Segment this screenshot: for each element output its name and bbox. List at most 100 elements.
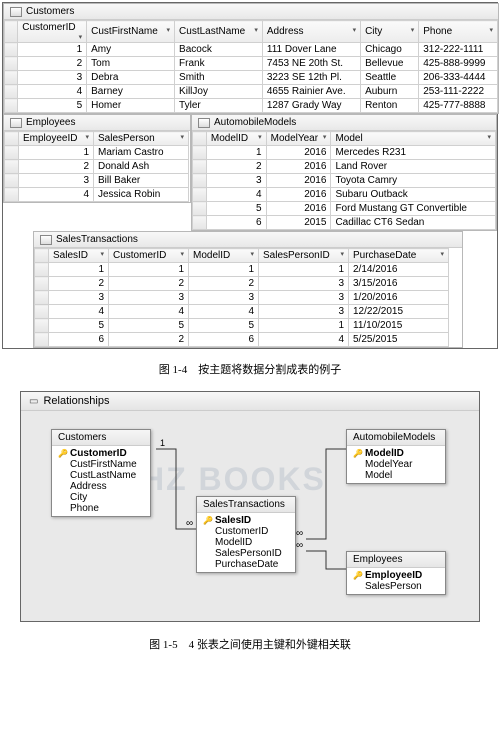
row-selector[interactable]: [193, 160, 207, 174]
column-header[interactable]: PurchaseDate▾: [349, 249, 449, 263]
cell[interactable]: Smith: [175, 71, 263, 85]
cell[interactable]: Land Rover: [331, 160, 496, 174]
cell[interactable]: 2: [18, 57, 87, 71]
cell[interactable]: 4: [49, 305, 109, 319]
table-row[interactable]: 4Jessica Robin: [5, 188, 189, 202]
table-row[interactable]: 33331/20/2016: [35, 291, 449, 305]
table-row[interactable]: 52016Ford Mustang GT Convertible: [193, 202, 496, 216]
entity-field[interactable]: CustomerID: [201, 526, 291, 537]
dropdown-icon[interactable]: ▾: [167, 26, 171, 34]
cell[interactable]: 1: [18, 43, 87, 57]
cell[interactable]: 1: [19, 146, 94, 160]
cell[interactable]: 253-111-2222: [419, 85, 498, 99]
column-header[interactable]: CustFirstName▾: [87, 21, 175, 43]
cell[interactable]: Homer: [87, 99, 175, 113]
entity-field[interactable]: Address: [56, 481, 146, 492]
table-row[interactable]: 62015Cadillac CT6 Sedan: [193, 216, 496, 230]
cell[interactable]: Subaru Outback: [331, 188, 496, 202]
column-header[interactable]: City▾: [361, 21, 419, 43]
cell[interactable]: 425-888-9999: [419, 57, 498, 71]
column-header[interactable]: Model▾: [331, 132, 496, 146]
column-header[interactable]: CustomerID▾: [18, 21, 87, 43]
table-row[interactable]: 2Donald Ash: [5, 160, 189, 174]
row-selector[interactable]: [35, 319, 49, 333]
table-row[interactable]: 5HomerTyler1287 Grady WayRenton425-777-8…: [5, 99, 498, 113]
dropdown-icon[interactable]: ▾: [487, 133, 491, 141]
cell[interactable]: 111 Dover Lane: [262, 43, 360, 57]
cell[interactable]: 1: [206, 146, 266, 160]
cell[interactable]: 6: [189, 333, 259, 347]
table-row[interactable]: 2TomFrank7453 NE 20th St.Bellevue425-888…: [5, 57, 498, 71]
table-row[interactable]: 3Bill Baker: [5, 174, 189, 188]
cell[interactable]: 1: [49, 263, 109, 277]
cell[interactable]: KillJoy: [175, 85, 263, 99]
table-row[interactable]: 62645/25/2015: [35, 333, 449, 347]
cell[interactable]: 5: [109, 319, 189, 333]
cell[interactable]: 5: [189, 319, 259, 333]
table-row[interactable]: 11112/14/2016: [35, 263, 449, 277]
cell[interactable]: 4: [109, 305, 189, 319]
cell[interactable]: 2: [109, 277, 189, 291]
cell[interactable]: 4: [18, 85, 87, 99]
row-selector-header[interactable]: [5, 132, 19, 146]
table-row[interactable]: 22233/15/2016: [35, 277, 449, 291]
entity-field[interactable]: Model: [351, 470, 441, 481]
column-header[interactable]: Phone▾: [419, 21, 498, 43]
entity-field[interactable]: CustLastName: [56, 470, 146, 481]
cell[interactable]: 3: [49, 291, 109, 305]
column-header[interactable]: CustomerID▾: [109, 249, 189, 263]
entity-field[interactable]: 🔑SalesID: [201, 515, 291, 526]
row-selector[interactable]: [193, 174, 207, 188]
cell[interactable]: 2016: [266, 160, 331, 174]
cell[interactable]: 1: [259, 263, 349, 277]
table-row[interactable]: 22016Land Rover: [193, 160, 496, 174]
cell[interactable]: 2016: [266, 146, 331, 160]
dropdown-icon[interactable]: ▾: [250, 250, 254, 258]
column-header[interactable]: ModelYear▾: [266, 132, 331, 146]
entity-field[interactable]: 🔑EmployeeID: [351, 570, 441, 581]
cell[interactable]: 1: [259, 319, 349, 333]
cell[interactable]: 5: [18, 99, 87, 113]
entity-field[interactable]: City: [56, 492, 146, 503]
column-header[interactable]: Address▾: [262, 21, 360, 43]
entity-field[interactable]: ModelYear: [351, 459, 441, 470]
entity-field[interactable]: 🔑ModelID: [351, 448, 441, 459]
cell[interactable]: 2015: [266, 216, 331, 230]
row-selector[interactable]: [5, 188, 19, 202]
cell[interactable]: 4: [259, 333, 349, 347]
table-row[interactable]: 444312/22/2015: [35, 305, 449, 319]
table-row[interactable]: 12016Mercedes R231: [193, 146, 496, 160]
row-selector[interactable]: [5, 57, 18, 71]
cell[interactable]: 1/20/2016: [349, 291, 449, 305]
column-header[interactable]: SalesPersonID▾: [259, 249, 349, 263]
table-row[interactable]: 42016Subaru Outback: [193, 188, 496, 202]
column-header[interactable]: CustLastName▾: [175, 21, 263, 43]
cell[interactable]: Tom: [87, 57, 175, 71]
entity-field[interactable]: CustFirstName: [56, 459, 146, 470]
entity-field[interactable]: 🔑CustomerID: [56, 448, 146, 459]
entity-field[interactable]: SalesPersonID: [201, 548, 291, 559]
entity-field[interactable]: PurchaseDate: [201, 559, 291, 570]
entity-header[interactable]: Customers: [52, 430, 150, 446]
row-selector[interactable]: [193, 146, 207, 160]
dropdown-icon[interactable]: ▾: [440, 250, 444, 258]
table-row[interactable]: 32016Toyota Camry: [193, 174, 496, 188]
cell[interactable]: Ford Mustang GT Convertible: [331, 202, 496, 216]
row-selector[interactable]: [5, 146, 19, 160]
table-row[interactable]: 555111/10/2015: [35, 319, 449, 333]
cell[interactable]: 11/10/2015: [349, 319, 449, 333]
cell[interactable]: 2: [49, 277, 109, 291]
cell[interactable]: 3/15/2016: [349, 277, 449, 291]
table-row[interactable]: 4BarneyKillJoy4655 Rainier Ave.Auburn253…: [5, 85, 498, 99]
column-header[interactable]: SalesPerson▾: [94, 132, 189, 146]
column-header[interactable]: EmployeeID▾: [19, 132, 94, 146]
cell[interactable]: Bellevue: [361, 57, 419, 71]
cell[interactable]: 2/14/2016: [349, 263, 449, 277]
cell[interactable]: Chicago: [361, 43, 419, 57]
row-selector-header[interactable]: [35, 249, 49, 263]
cell[interactable]: 206-333-4444: [419, 71, 498, 85]
dropdown-icon[interactable]: ▾: [258, 133, 262, 141]
entity-header[interactable]: Employees: [347, 552, 445, 568]
table-row[interactable]: 3DebraSmith3223 SE 12th Pl.Seattle206-33…: [5, 71, 498, 85]
cell[interactable]: 3: [189, 291, 259, 305]
